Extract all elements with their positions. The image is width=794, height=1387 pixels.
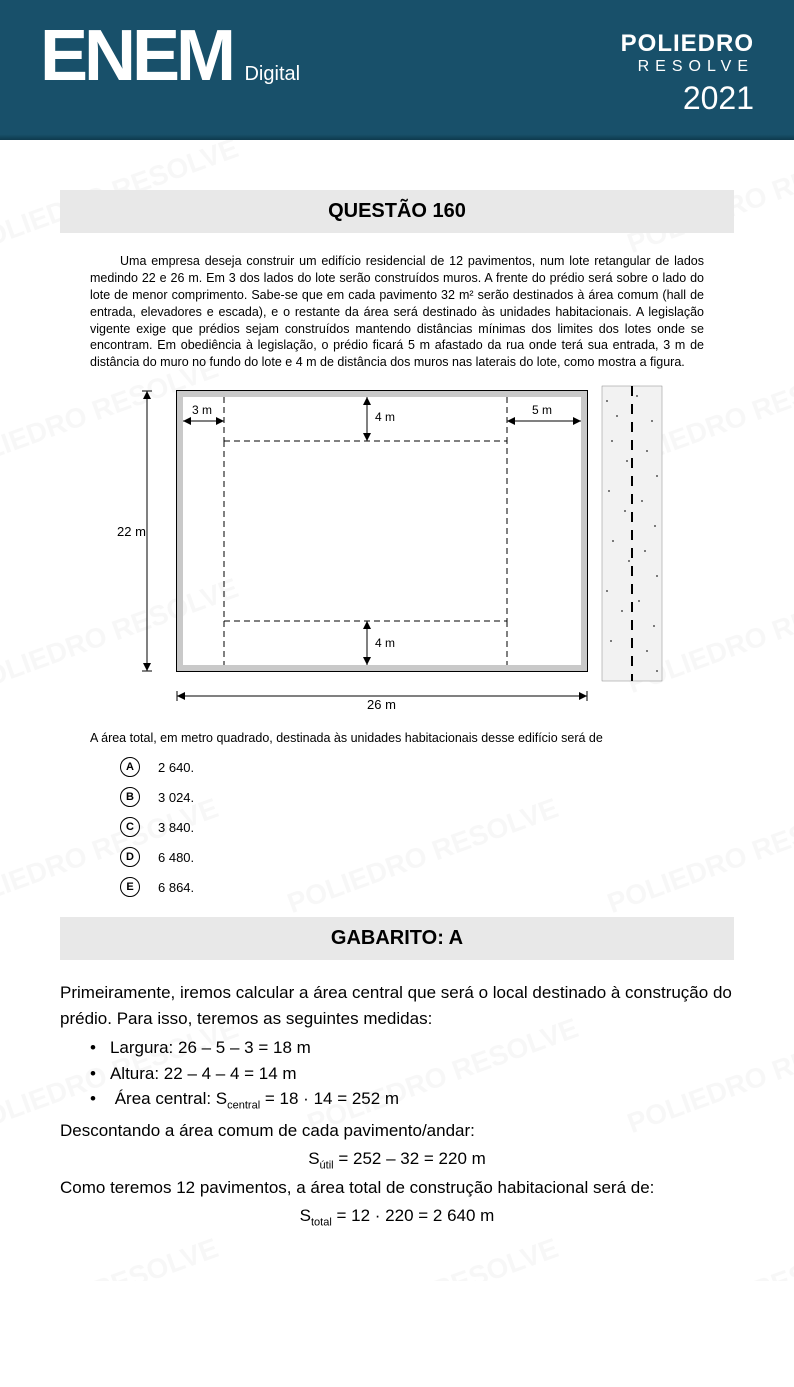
solution-line: Descontando a área comum de cada pavimen… (60, 1118, 734, 1144)
digital-label: Digital (244, 63, 300, 85)
dim-right: 5 m (532, 403, 552, 417)
option-a[interactable]: A 2 640. (120, 757, 704, 777)
poliedro-block: POLIEDRO RESOLVE 2021 (621, 30, 754, 117)
option-letter: C (120, 817, 140, 837)
dim-left: 3 m (192, 403, 212, 417)
option-c[interactable]: C 3 840. (120, 817, 704, 837)
enem-logo: ENEM (40, 20, 232, 92)
option-text: 2 640. (158, 760, 194, 775)
question-title-bar: QUESTÃO 160 (60, 190, 734, 233)
solution-bullet: Área central: Scentral = 18 · 14 = 252 m (90, 1086, 734, 1114)
option-letter: B (120, 787, 140, 807)
poliedro-title: POLIEDRO (621, 30, 754, 58)
option-text: 6 480. (158, 850, 194, 865)
option-text: 6 864. (158, 880, 194, 895)
dim-top: 4 m (375, 410, 395, 424)
option-text: 3 024. (158, 790, 194, 805)
option-letter: A (120, 757, 140, 777)
solution-bullet: Altura: 22 – 4 – 4 = 14 m (90, 1061, 734, 1087)
dim-width: 26 m (367, 697, 396, 711)
poliedro-year: 2021 (621, 80, 754, 117)
solution-block: Primeiramente, iremos calcular a área ce… (60, 980, 734, 1231)
option-b[interactable]: B 3 024. (120, 787, 704, 807)
option-e[interactable]: E 6 864. (120, 877, 704, 897)
option-text: 3 840. (158, 820, 194, 835)
option-letter: E (120, 877, 140, 897)
page-content: QUESTÃO 160 Uma empresa deseja construir… (0, 140, 794, 1281)
poliedro-subtitle: RESOLVE (621, 58, 754, 76)
lot-diagram: 22 m 26 m 3 m (60, 381, 734, 716)
dim-bottom: 4 m (375, 636, 395, 650)
question-body: Uma empresa deseja construir um edifício… (90, 253, 704, 371)
options-list: A 2 640. B 3 024. C 3 840. D 6 480. E 6 … (120, 757, 704, 897)
option-letter: D (120, 847, 140, 867)
question-prompt: A área total, em metro quadrado, destina… (90, 731, 704, 745)
solution-equation: Stotal = 12 · 220 = 2 640 m (60, 1203, 734, 1231)
answer-title-bar: GABARITO: A (60, 917, 734, 960)
dim-height: 22 m (117, 524, 146, 539)
solution-equation: Sútil = 252 – 32 = 220 m (60, 1146, 734, 1174)
option-d[interactable]: D 6 480. (120, 847, 704, 867)
question-body-text: Uma empresa deseja construir um edifício… (90, 254, 704, 369)
page-header: ENEM Digital POLIEDRO RESOLVE 2021 (0, 0, 794, 140)
solution-bullet: Largura: 26 – 5 – 3 = 18 m (90, 1035, 734, 1061)
solution-line: Primeiramente, iremos calcular a área ce… (60, 980, 734, 1031)
solution-line: Como teremos 12 pavimentos, a área total… (60, 1175, 734, 1201)
